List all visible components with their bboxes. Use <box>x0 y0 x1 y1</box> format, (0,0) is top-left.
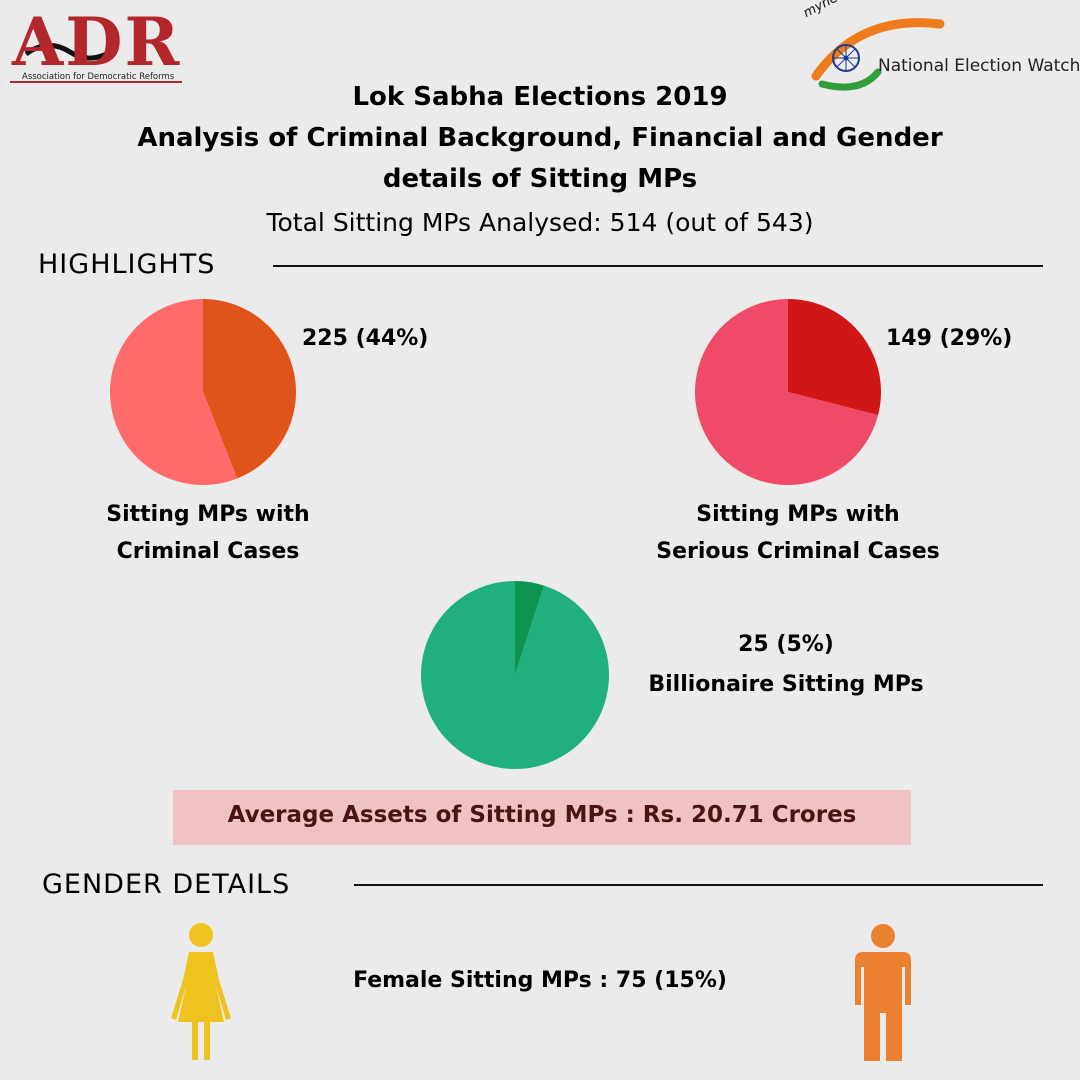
pie-serious-criminal-cases-slice-1 <box>695 299 879 485</box>
pie-billionaire-mps-slice-0 <box>515 581 545 675</box>
pie-serious-criminal-cases-label-line1: Sitting MPs with <box>696 502 900 527</box>
national-election-watch-text: National Election Watch <box>878 56 1080 76</box>
adr-logo <box>8 8 186 88</box>
gender-details-heading: GENDER DETAILS <box>42 869 291 900</box>
pie-serious-criminal-cases-label: Sitting MPs with Serious Criminal Cases <box>620 496 976 570</box>
title-line-2: Analysis of Criminal Background, Financi… <box>137 123 943 153</box>
pie-criminal-cases-label: Sitting MPs with Criminal Cases <box>58 496 358 570</box>
average-assets-banner <box>173 790 911 845</box>
adr-logo-letters: ADR <box>12 3 182 81</box>
pie-criminal-cases <box>110 299 296 485</box>
pie-serious-criminal-cases <box>695 299 881 485</box>
pie-serious-criminal-cases-value: 149 (29%) <box>886 326 1013 351</box>
male-person-icon <box>855 924 911 1061</box>
title-line-1: Lok Sabha Elections 2019 <box>352 82 728 112</box>
average-assets-text: Average Assets of Sitting MPs : Rs. 20.7… <box>227 802 857 828</box>
pie-criminal-cases-slice-1 <box>110 299 238 485</box>
pie-criminal-cases-label-line1: Sitting MPs with <box>106 502 310 527</box>
pie-criminal-cases-value: 225 (44%) <box>302 326 429 351</box>
highlights-divider <box>273 265 1043 267</box>
pie-serious-criminal-cases-label-line2: Serious Criminal Cases <box>656 539 940 564</box>
pie-billionaire-mps <box>421 581 609 769</box>
highlights-heading: HIGHLIGHTS <box>38 249 216 280</box>
adr-logo-subtitle: Association for Democratic Reforms <box>22 72 175 82</box>
pie-criminal-cases-slice-0 <box>203 299 296 479</box>
gender-details-divider <box>354 884 1043 886</box>
title-line-3: details of Sitting MPs <box>382 164 698 194</box>
myneta-logo <box>800 14 1075 94</box>
pie-criminal-cases-label-line2: Criminal Cases <box>116 539 300 564</box>
pie-serious-criminal-cases-slice-0 <box>788 299 881 416</box>
pie-billionaire-mps-label: Billionaire Sitting MPs <box>648 672 924 697</box>
pie-billionaire-mps-slice-1 <box>421 581 609 769</box>
female-mps-stat: Female Sitting MPs : 75 (15%) <box>353 968 727 993</box>
female-person-icon <box>171 923 231 1060</box>
total-mps-analysed: Total Sitting MPs Analysed: 514 (out of … <box>266 208 814 237</box>
pie-billionaire-mps-value: 25 (5%) <box>738 632 834 657</box>
